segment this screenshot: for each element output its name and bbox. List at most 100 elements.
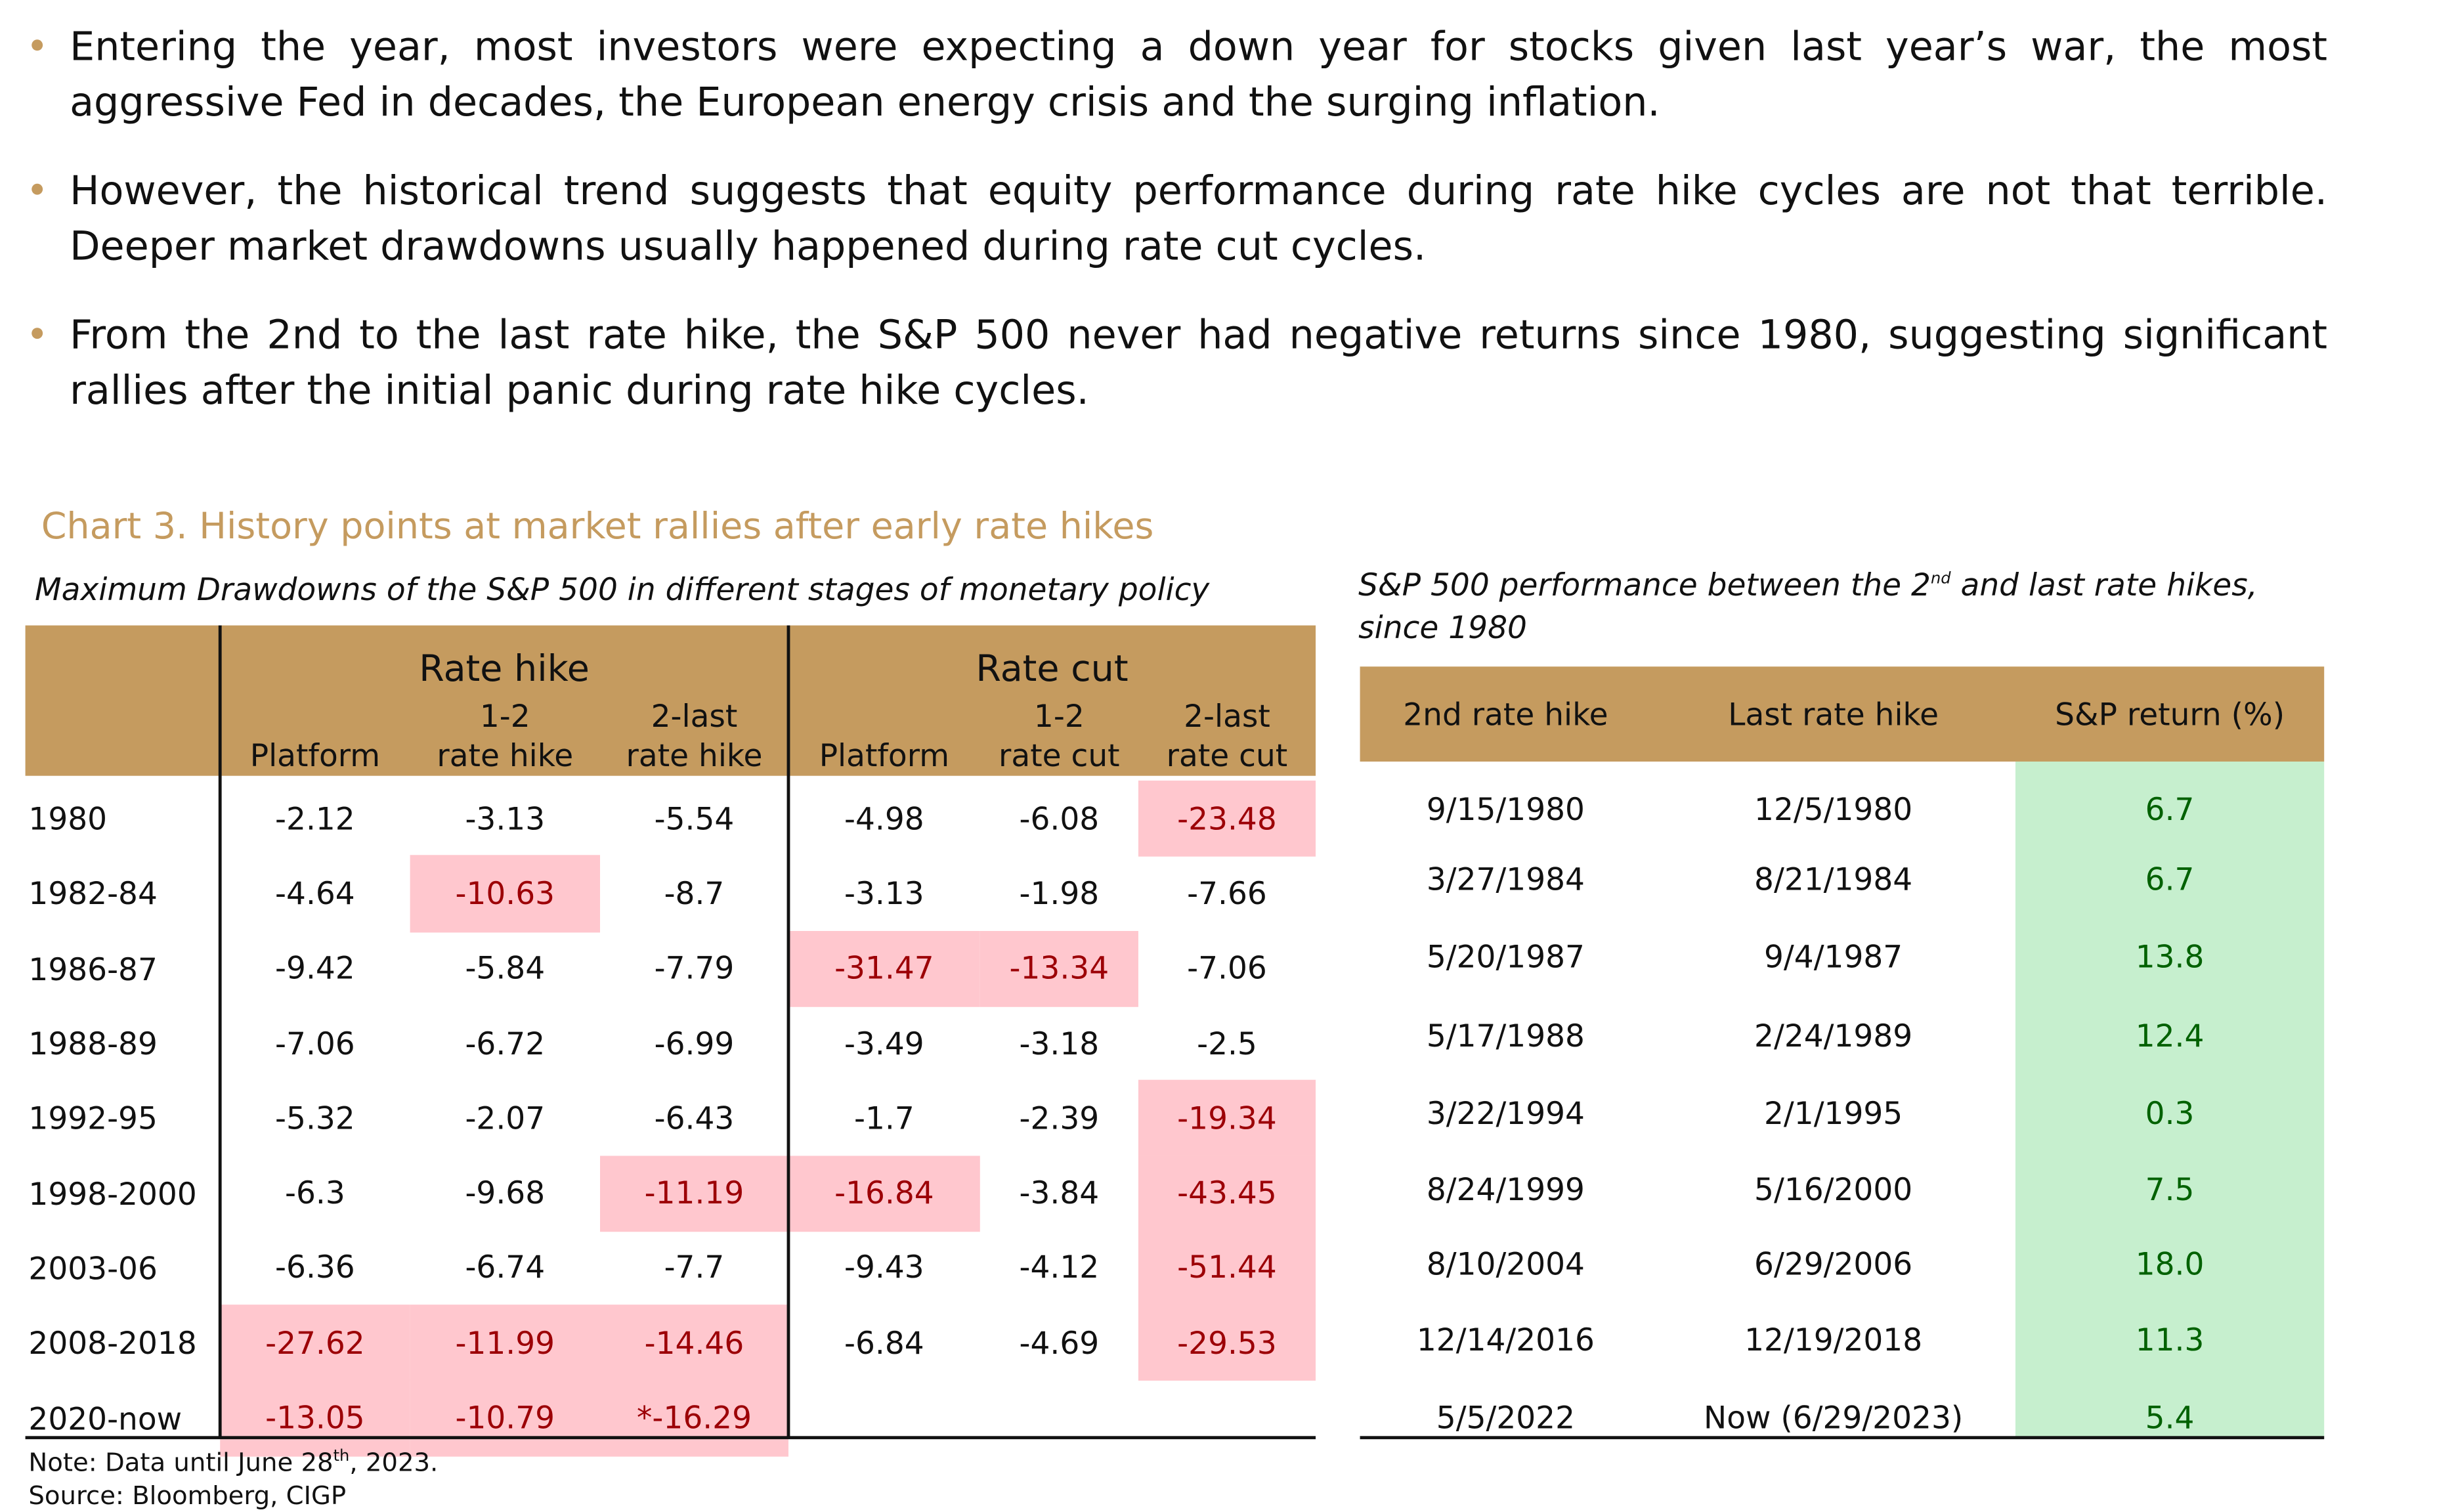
table-cell: -1.7 bbox=[853, 1100, 915, 1137]
table-cell: -16.84 bbox=[788, 1155, 980, 1232]
column-header-line1: 1-2 bbox=[479, 697, 530, 734]
left-table-subtitle: Maximum Drawdowns of the S&P 500 in diff… bbox=[35, 571, 1210, 609]
table-cell: *-16.29 bbox=[599, 1379, 788, 1456]
table-cell: -43.45 bbox=[1138, 1155, 1316, 1232]
right-table-subtitle-line2: since 1980 bbox=[1358, 609, 1527, 646]
chart-title: Chart 3. History points at market rallie… bbox=[41, 506, 1154, 548]
table-cell: -2.12 bbox=[275, 800, 355, 837]
row-label: 1982-84 bbox=[28, 876, 158, 913]
row-label: 1986-87 bbox=[28, 951, 158, 988]
column-divider bbox=[218, 625, 222, 1438]
bullet-dot-icon bbox=[32, 328, 43, 339]
column-header-line1 bbox=[220, 697, 410, 735]
return-value: 6.7 bbox=[2145, 790, 2195, 828]
table-cell: -3.13 bbox=[844, 875, 924, 912]
column-header-line1: 1-2 bbox=[1033, 697, 1085, 734]
table-cell: -9.43 bbox=[844, 1249, 924, 1287]
column-header-line2: rate cut bbox=[999, 737, 1120, 774]
table-note: Note: Data until June 28th, 2023. bbox=[28, 1447, 439, 1478]
column-header-line2: rate hike bbox=[626, 737, 763, 774]
bullet-dot-icon bbox=[32, 39, 43, 51]
table-cell: -7.06 bbox=[1187, 950, 1267, 987]
column-divider bbox=[786, 625, 790, 1438]
table-cell: -29.53 bbox=[1138, 1305, 1316, 1381]
table-cell: -19.34 bbox=[1138, 1080, 1316, 1157]
bullet-3: From the 2nd to the last rate hike, the … bbox=[32, 307, 2327, 418]
table-cell: -5.84 bbox=[465, 950, 546, 987]
date-cell: 9/15/1980 bbox=[1426, 790, 1585, 828]
right-table-subtitle: S&P 500 performance between the 2nd and … bbox=[1358, 567, 2258, 603]
table-cell: -13.05 bbox=[220, 1379, 410, 1456]
date-cell: 9/4/1987 bbox=[1764, 938, 1903, 975]
column-header-line1 bbox=[788, 697, 980, 735]
return-value: 11.3 bbox=[2135, 1321, 2205, 1358]
table-cell: -4.69 bbox=[1019, 1324, 1100, 1362]
table-source: Source: Bloomberg, CIGP bbox=[28, 1480, 347, 1511]
table-cell: -31.47 bbox=[788, 930, 980, 1007]
table-cell: -10.79 bbox=[410, 1379, 600, 1456]
date-cell: 6/29/2006 bbox=[1754, 1245, 1913, 1282]
row-label: 1998-2000 bbox=[28, 1175, 197, 1213]
row-label: 2008-2018 bbox=[28, 1326, 197, 1362]
table-cell bbox=[1138, 1379, 1316, 1456]
table-cell bbox=[788, 1379, 980, 1456]
table-cell: -9.68 bbox=[465, 1175, 546, 1212]
column-header-line1: 2-last bbox=[1184, 697, 1270, 734]
table-cell: -27.62 bbox=[220, 1305, 410, 1381]
date-cell: 3/27/1984 bbox=[1426, 860, 1585, 897]
table-cell: -9.42 bbox=[275, 950, 355, 987]
date-cell: 8/21/1984 bbox=[1754, 860, 1913, 897]
table-bottom-border bbox=[1360, 1436, 2325, 1440]
return-value: 18.0 bbox=[2135, 1245, 2205, 1282]
date-cell: 12/5/1980 bbox=[1754, 790, 1913, 828]
column-header: Last rate hike bbox=[1728, 695, 1939, 733]
table-cell: -2.5 bbox=[1197, 1025, 1257, 1062]
table-cell: -13.34 bbox=[979, 930, 1138, 1007]
table-header-bg bbox=[1360, 666, 2325, 762]
table-cell: -4.98 bbox=[844, 800, 924, 837]
table-cell: -6.3 bbox=[285, 1175, 345, 1212]
column-header-line2: Platform bbox=[249, 737, 381, 774]
table-cell: -6.84 bbox=[844, 1324, 924, 1362]
date-cell: 5/5/2022 bbox=[1436, 1398, 1576, 1436]
table-cell: -5.54 bbox=[654, 800, 735, 837]
table-cell: -11.99 bbox=[410, 1305, 600, 1381]
table-cell: -4.64 bbox=[275, 875, 355, 912]
column-header: S&P return (%) bbox=[2055, 695, 2285, 733]
table-cell: -3.49 bbox=[844, 1025, 924, 1062]
return-value: 7.5 bbox=[2145, 1171, 2195, 1207]
date-cell: 8/24/1999 bbox=[1426, 1171, 1585, 1207]
table-cell: -6.43 bbox=[654, 1100, 735, 1137]
table-cell: -7.66 bbox=[1187, 875, 1267, 912]
bullet-2: However, the historical trend suggests t… bbox=[32, 163, 2327, 274]
bullet-dot-icon bbox=[32, 183, 43, 195]
table-cell: -6.74 bbox=[465, 1249, 546, 1287]
table-cell: -6.99 bbox=[654, 1025, 735, 1062]
column-header-line2: rate cut bbox=[1166, 737, 1288, 774]
column-header: 2nd rate hike bbox=[1403, 695, 1608, 733]
table-cell: -14.46 bbox=[599, 1305, 788, 1381]
bullet-1: Entering the year, most investors were e… bbox=[32, 19, 2327, 130]
table-cell: -2.07 bbox=[465, 1100, 546, 1137]
table-cell bbox=[980, 1379, 1138, 1456]
row-label: 1988-89 bbox=[28, 1026, 158, 1063]
table-cell: -11.19 bbox=[599, 1155, 788, 1232]
table-bottom-border bbox=[25, 1436, 1316, 1440]
table-cell: -6.36 bbox=[275, 1249, 355, 1287]
table-cell: -4.12 bbox=[1019, 1249, 1100, 1287]
column-header-line2: rate hike bbox=[437, 737, 574, 774]
table-cell: -6.72 bbox=[465, 1025, 546, 1062]
return-value: 0.3 bbox=[2145, 1094, 2195, 1132]
return-value: 6.7 bbox=[2145, 860, 2195, 897]
column-header-line2: Platform bbox=[819, 737, 950, 774]
table-cell: -3.13 bbox=[465, 800, 546, 837]
row-label: 1992-95 bbox=[28, 1100, 158, 1138]
table-cell: -7.7 bbox=[664, 1249, 725, 1287]
table-cell: -3.18 bbox=[1019, 1025, 1100, 1062]
date-cell: 8/10/2004 bbox=[1426, 1245, 1585, 1282]
header-group-rate-hike: Rate hike bbox=[419, 649, 590, 691]
date-cell: 2/24/1989 bbox=[1754, 1017, 1913, 1054]
table-cell: -51.44 bbox=[1138, 1230, 1316, 1307]
table-cell: -2.39 bbox=[1019, 1100, 1100, 1137]
